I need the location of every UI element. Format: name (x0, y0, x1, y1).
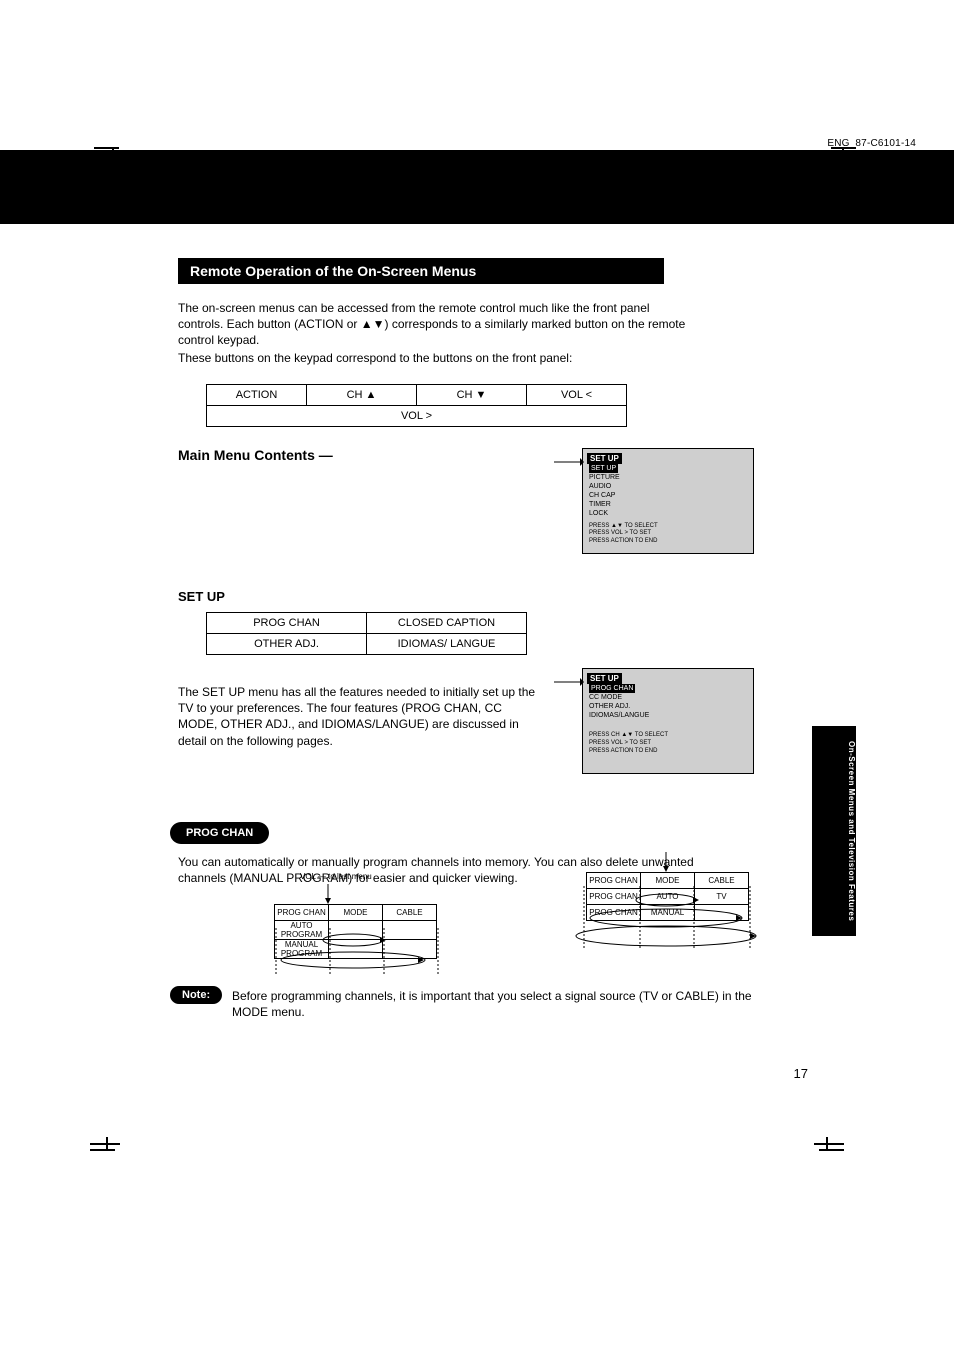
page-number: 17 (794, 1066, 808, 1081)
intro-paragraph-2: These buttons on the keypad correspond t… (178, 350, 686, 366)
screen-title: SET UP (587, 673, 622, 684)
diagram-cell: MANUAL (641, 905, 695, 921)
diagram-caption: VOL — to last menu (300, 872, 372, 881)
setup-heading: SET UP (178, 588, 225, 606)
progchan-pill: PROG CHAN (170, 822, 269, 844)
screen-item: AUDIO (583, 482, 753, 491)
diagram-cell: AUTO (641, 889, 695, 905)
table-cell: OTHER ADJ. (207, 634, 367, 655)
diagram-cell: AUTO PROGRAM (275, 921, 329, 940)
diagram-progchan-left: VOL — to last menu PROG CHANMODECABLE AU… (264, 890, 444, 980)
intro-paragraph-1: The on-screen menus can be accessed from… (178, 300, 686, 349)
diagram-cell: PROG CHAN (587, 873, 641, 889)
table-cell: ACTION (207, 385, 307, 406)
table-cell: VOL < (527, 385, 627, 406)
screen-item: PROG CHAN (589, 684, 635, 693)
screen-footer: PRESS VOL > TO SET (583, 530, 753, 538)
section-subtitle: Remote Operation of the On-Screen Menus (178, 258, 664, 284)
screen-footer: PRESS ACTION TO END (583, 538, 753, 546)
screen-title: SET UP (587, 453, 622, 464)
note-pill: Note: (170, 986, 222, 1004)
table-cell: CH ▼ (417, 385, 527, 406)
side-tab: On-Screen Menus and Television Features (812, 726, 856, 936)
screen-footer: PRESS VOL > TO SET (583, 740, 753, 748)
diagram-cell: PROG CHAN (275, 905, 329, 921)
diagram-cell: CABLE (695, 873, 749, 889)
diagram-cell: PROG CHAN (587, 905, 641, 921)
top-bar: ENG_87-C6101-14 (0, 150, 954, 224)
diagram-cell: MANUAL PROGRAM (275, 940, 329, 959)
screen-item: SET UP (589, 464, 618, 473)
note-text: Before programming channels, it is impor… (232, 988, 752, 1020)
crop-mark (106, 155, 108, 170)
screen-item: IDIOMAS/LANGUE (583, 711, 753, 720)
diagram-cell: TV (695, 889, 749, 905)
main-menu-heading: Main Menu Contents — (178, 446, 333, 465)
arrow-icon (554, 676, 584, 688)
screen-item: TIMER (583, 500, 753, 509)
table-cell: CLOSED CAPTION (367, 613, 527, 634)
screen-setup-main: SET UP SET UP PICTURE AUDIO CH CAP TIMER… (582, 448, 754, 554)
arrow-icon (554, 456, 584, 468)
crop-mark (826, 1137, 828, 1151)
diagram-cell: CABLE (383, 905, 437, 921)
table-cell: IDIOMAS/ LANGUE (367, 634, 527, 655)
screen-item: LOCK (583, 509, 753, 518)
table-cell: CH ▲ (307, 385, 417, 406)
screen-item: OTHER ADJ. (583, 702, 753, 711)
diagram-cell: MODE (329, 905, 383, 921)
table-cell: VOL > (207, 406, 627, 427)
crop-mark (842, 147, 844, 159)
crop-mark (819, 1133, 844, 1151)
screen-item: CH CAP (583, 491, 753, 500)
keypad-table: ACTION CH ▲ CH ▼ VOL < VOL > (206, 384, 627, 427)
setup-table: PROG CHAN CLOSED CAPTION OTHER ADJ. IDIO… (206, 612, 527, 655)
crop-mark (106, 1137, 108, 1151)
diagram-progchan-right: PROG CHANMODECABLE PROG CHANAUTOTV PROG … (572, 858, 752, 958)
diagram-cell: PROG CHAN (587, 889, 641, 905)
diagram-cell: MODE (641, 873, 695, 889)
table-cell: PROG CHAN (207, 613, 367, 634)
crop-mark (90, 1133, 115, 1151)
screen-footer: PRESS ACTION TO END (583, 748, 753, 756)
screen-footer: PRESS CH ▲▼ TO SELECT (583, 732, 753, 740)
setup-paragraph: The SET UP menu has all the features nee… (178, 684, 538, 749)
screen-item: CC MODE (583, 693, 753, 702)
screen-item: PICTURE (583, 473, 753, 482)
screen-footer: PRESS ▲▼ TO SELECT (583, 523, 753, 531)
screen-setup-sub: SET UP PROG CHAN CC MODE OTHER ADJ. IDIO… (582, 668, 754, 774)
